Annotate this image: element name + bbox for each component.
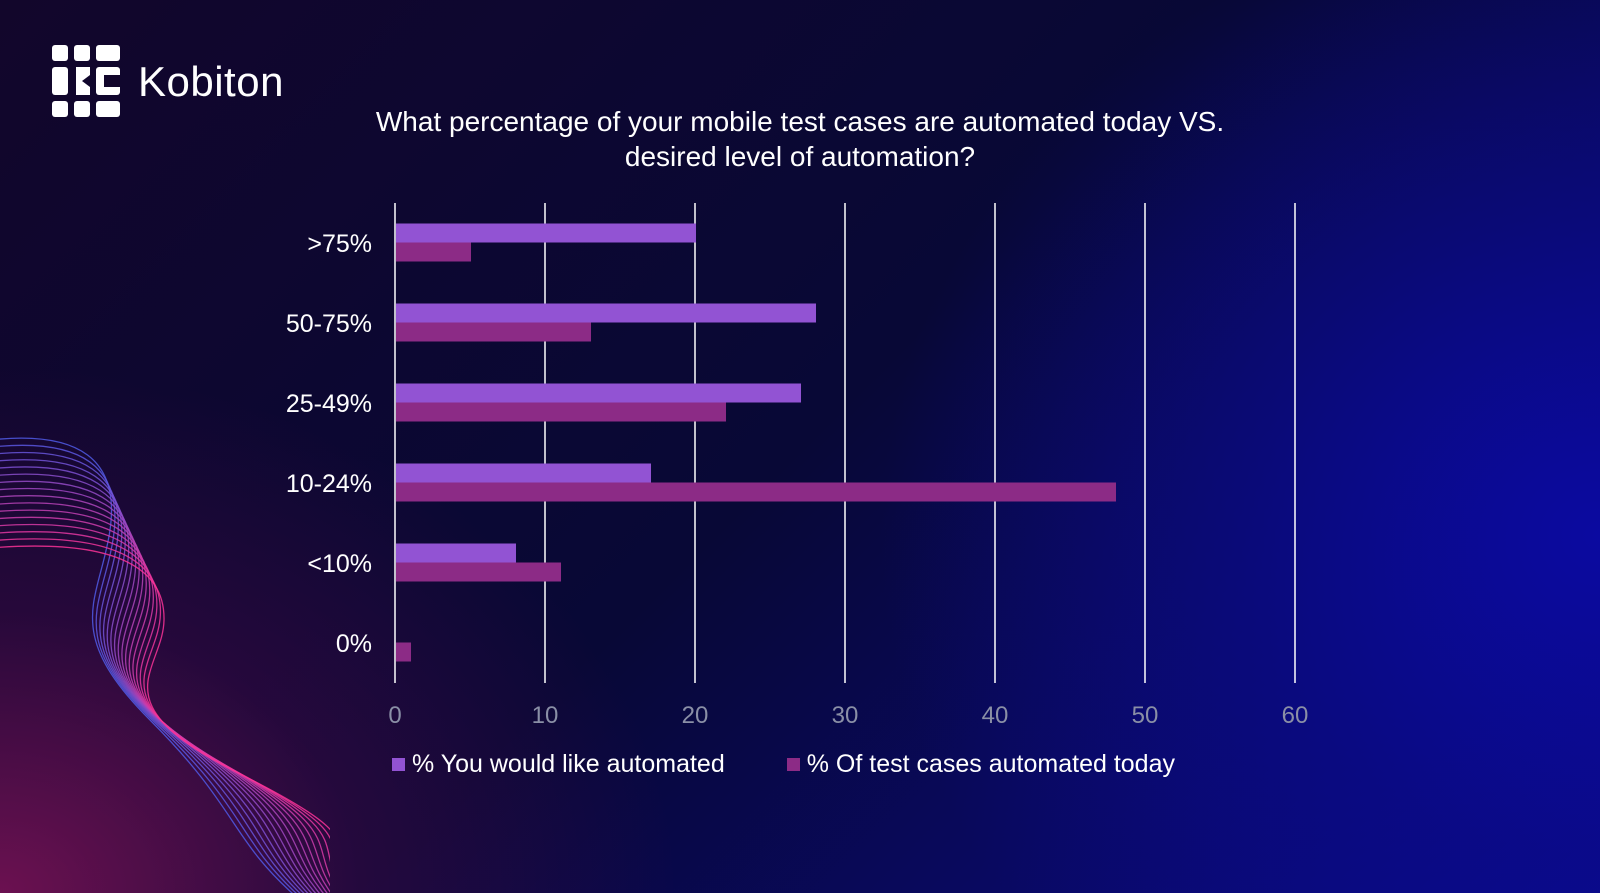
legend-swatch-like [392, 758, 405, 771]
wave-line [0, 495, 325, 893]
x-tick-label-30: 30 [832, 702, 859, 729]
wave-line [0, 466, 309, 893]
legend-label-today: % Of test cases automated today [806, 750, 1175, 778]
x-tick-label-20: 20 [682, 702, 709, 729]
bar-today-3 [396, 482, 1116, 502]
legend-label-like: % You would like automated [412, 750, 725, 778]
bar-like-4 [396, 543, 516, 563]
x-tick-label-40: 40 [982, 702, 1009, 729]
bar-like-1 [396, 303, 816, 323]
category-label: 10-24% [286, 470, 372, 498]
bar-today-5 [396, 642, 411, 662]
chart-title: What percentage of your mobile test case… [375, 106, 1225, 172]
bar-today-1 [396, 322, 591, 342]
wave-line [0, 531, 330, 863]
wave-line [0, 459, 305, 893]
category-label: >75% [307, 230, 372, 258]
wave-line [0, 451, 301, 893]
bar-like-3 [396, 463, 651, 483]
wave-line [0, 487, 321, 893]
bar-today-4 [396, 562, 561, 582]
wave-line [0, 473, 313, 893]
kobiton-logo-icon [52, 45, 120, 117]
category-label: 0% [336, 630, 372, 658]
category-label: 25-49% [286, 390, 372, 418]
wave-line [0, 516, 330, 887]
x-tick-label-50: 50 [1132, 702, 1159, 729]
wave-line [0, 480, 317, 893]
category-label: <10% [307, 550, 372, 578]
brand-logo: Kobiton [52, 45, 284, 118]
legend-swatch-today [786, 758, 800, 771]
bar-like-2 [396, 383, 801, 403]
wave-line [0, 437, 294, 893]
wave-line [0, 523, 330, 878]
category-label: 50-75% [286, 310, 372, 338]
legend-item-today: % Of test cases automated today [786, 750, 1175, 779]
x-tick-label-0: 0 [388, 702, 401, 729]
legend-item-like: % You would like automated [392, 750, 725, 779]
x-tick-label-10: 10 [532, 702, 559, 729]
bar-like-0 [396, 223, 696, 243]
wave-line [0, 509, 330, 893]
wave-line [0, 444, 297, 893]
chart-legend: % You would like automated % Of test cas… [392, 750, 1237, 779]
x-tick-label-60: 60 [1282, 702, 1309, 729]
wave-line [0, 538, 330, 840]
decorative-wave-lines [0, 437, 330, 893]
bar-today-0 [396, 242, 471, 262]
brand-name: Kobiton [138, 57, 284, 105]
wave-line [0, 502, 328, 893]
bar-today-2 [396, 402, 726, 422]
wave-line [0, 545, 330, 831]
